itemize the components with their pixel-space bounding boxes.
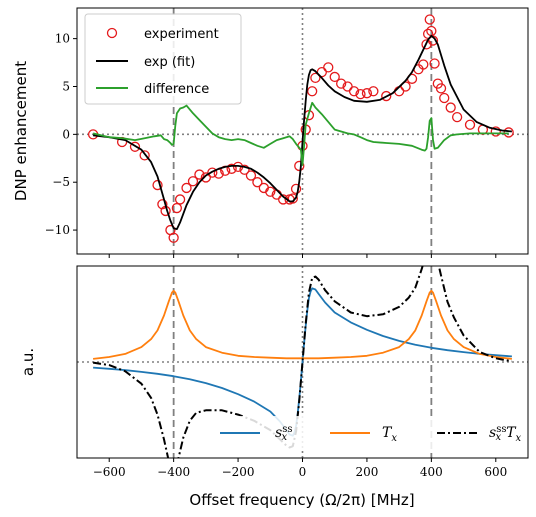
experiment-point [336,78,347,89]
experiment-point [174,194,186,205]
top-ylabel: DNP enhancement [12,61,30,201]
experiment-point [307,86,318,97]
bottom-xlabel: Offset frequency (Ω/2π) [MHz] [189,491,414,509]
top-series-group [87,14,514,243]
legend-experiment-label: experiment [144,27,219,42]
experiment-point [310,72,321,84]
y-tick-label: −10 [45,223,70,237]
experiment-point [200,172,212,183]
experiment-point [294,160,305,172]
legend-difference-label: difference [144,82,209,97]
experiment-point [329,71,340,83]
legend-product-label: sss x Tx [489,424,521,444]
y-tick-label: 5 [62,79,70,93]
experiment-point [194,169,205,180]
experiment-point [503,127,514,138]
top-ticks: −10 −5 0 5 10 [45,32,497,258]
x-tick-label: −400 [157,465,190,479]
experiment-point [207,167,218,178]
legend-fit-label: exp (fit) [144,55,195,70]
experiment-point [424,14,435,25]
experiment-point [171,202,183,214]
x-tick-label: 400 [420,465,443,479]
y-tick-label: 10 [55,32,70,46]
top-panel: −10 −5 0 5 10 DNP enhancement experiment exp… [12,7,529,258]
experiment-point [439,92,450,104]
experiment-point [435,83,447,94]
experiment-point [239,164,250,175]
experiment-point [445,102,456,113]
series-difference-line [92,101,509,166]
experiment-point [323,62,334,73]
bottom-legend: sss x Tx sss x Tx [214,416,524,450]
experiment-point [168,232,179,243]
x-tick-label: 600 [484,465,507,479]
bottom-series-group [92,266,513,458]
series-t-x-line [92,289,513,360]
bottom-ylabel: a.u. [19,348,37,376]
x-tick-label: −600 [93,465,126,479]
experiment-point [418,59,429,70]
experiment-point [355,88,366,100]
experiment-point [490,126,501,137]
experiment-point [368,86,379,97]
x-tick-label: 200 [355,465,378,479]
experiment-point [381,90,392,102]
experiment-point [361,88,373,99]
experiment-point [265,186,276,197]
y-tick-label: 0 [62,127,70,141]
y-tick-label: −5 [52,175,70,189]
top-legend: experiment exp (fit) difference [84,13,242,105]
experiment-point [187,176,199,187]
x-tick-label: 0 [299,465,307,479]
experiment-point [342,81,353,92]
bottom-panel: −600 −400 −200 0 200 400 600 a.u. Offset frequ… [19,265,529,509]
experiment-point [139,150,150,161]
experiment-point [290,183,302,195]
experiment-point [181,182,192,194]
experiment-point [157,199,168,210]
experiment-point [226,163,237,174]
experiment-point [252,177,263,188]
experiment-point [245,170,257,181]
top-legend-box [84,13,242,105]
x-tick-label: −200 [222,465,255,479]
series-s-x-ss-line [93,287,512,437]
experiment-point [348,86,360,97]
experiment-point [129,141,141,152]
experiment-point [287,193,298,204]
series-exp-fit-line [92,34,512,230]
experiment-point [400,81,411,92]
experiment-point [464,119,476,130]
experiment-point [451,111,463,123]
experiment-point [429,58,440,69]
experiment-point [152,179,163,191]
bottom-ticks: −600 −400 −200 0 200 400 600 [93,458,507,479]
legend-experiment-marker [106,27,118,39]
